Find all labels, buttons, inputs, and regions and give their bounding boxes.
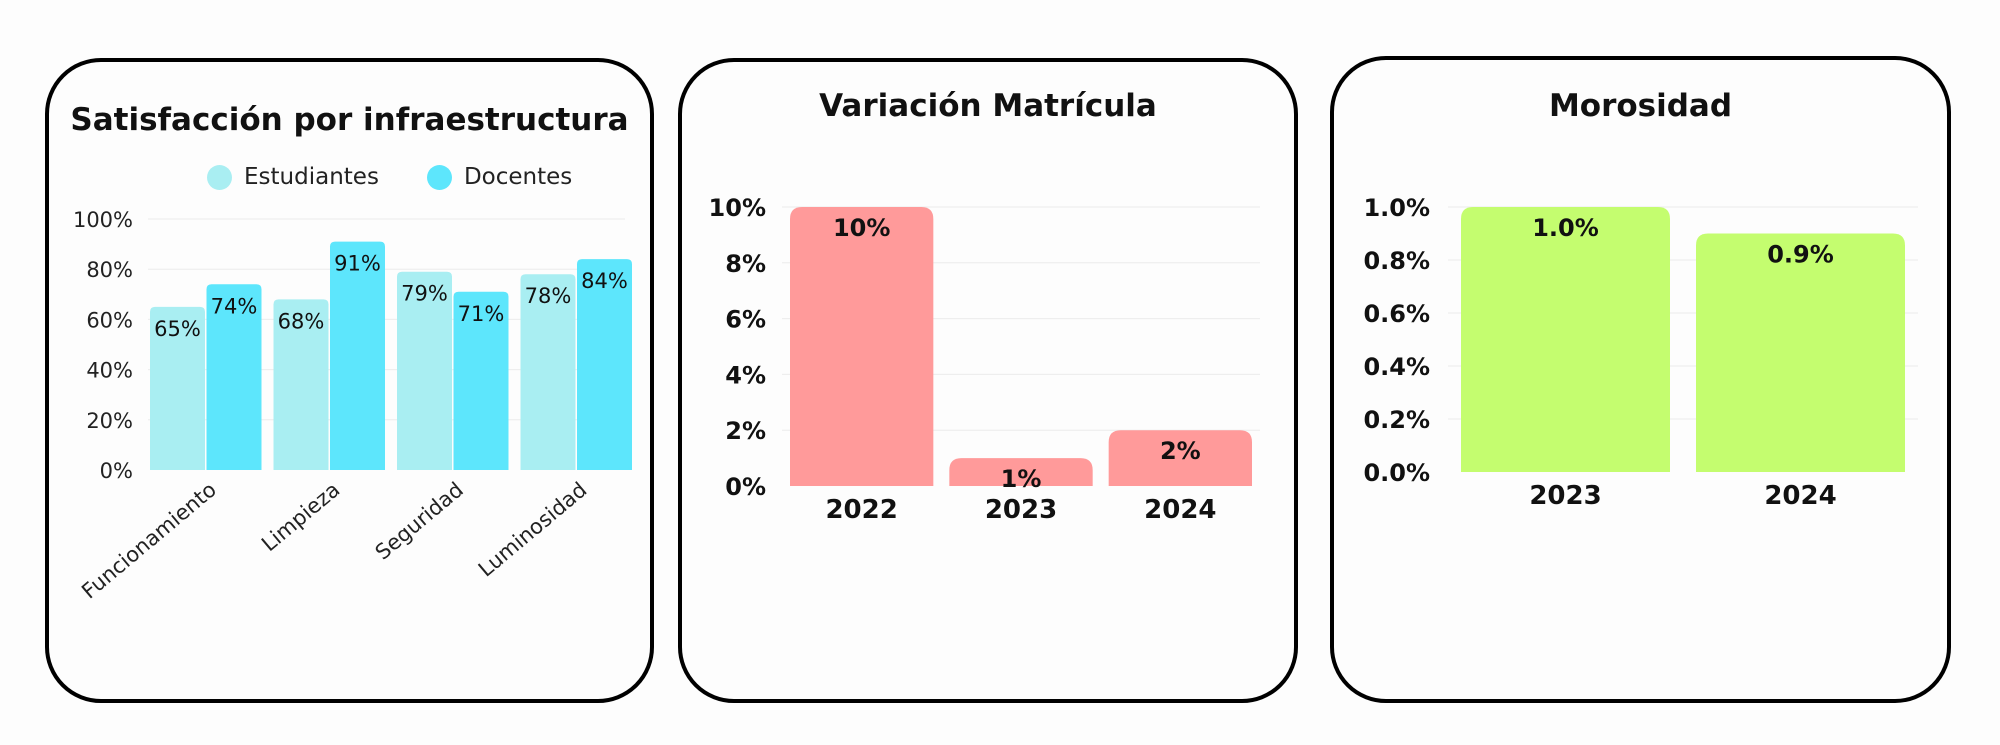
x-tick-label: 2024: [1144, 495, 1216, 525]
data-label: 79%: [401, 282, 448, 306]
y-tick-label: 1.0%: [1363, 194, 1430, 222]
x-tick-label: 2022: [825, 495, 897, 525]
data-label: 91%: [334, 252, 381, 276]
y-tick-label: 100%: [73, 208, 133, 232]
bar-estudiantes: [150, 306, 205, 470]
legend-item-estudiantes: Estudiantes: [207, 164, 379, 190]
legend-label: Estudiantes: [244, 164, 379, 190]
y-tick-label: 0.4%: [1363, 353, 1430, 381]
data-label: 74%: [211, 294, 258, 318]
legend-item-docentes: Docentes: [426, 164, 573, 190]
y-tick-label: 0.8%: [1363, 247, 1430, 275]
chart-title: Satisfacción por infraestructura: [70, 102, 629, 138]
chart-legend: Estudiantes Docentes: [207, 164, 620, 190]
bar: [949, 458, 1093, 486]
y-tick-label: 20%: [86, 409, 133, 433]
y-tick-label: 2%: [725, 417, 766, 445]
y-tick-label: 0.2%: [1363, 406, 1430, 434]
chart-title: Variación Matrícula: [819, 88, 1157, 124]
data-label: 0.9%: [1767, 241, 1834, 269]
bar: [1108, 430, 1252, 486]
data-label: 1%: [1001, 465, 1042, 493]
bar-estudiantes: [273, 299, 329, 470]
bar-docentes: [330, 241, 385, 470]
x-tick-label: Luminosidad: [474, 477, 592, 581]
y-tick-label: 80%: [86, 258, 133, 282]
legend-swatch-docentes: [426, 164, 452, 190]
chart-title: Morosidad: [1548, 88, 1733, 124]
y-tick-label: 4%: [725, 361, 766, 389]
data-label: 71%: [458, 302, 505, 326]
bar: [1696, 233, 1905, 472]
y-tick-label: 6%: [725, 306, 766, 334]
data-label: 1.0%: [1532, 214, 1599, 242]
x-tick-label: 2024: [1764, 481, 1836, 511]
x-tick-label: Limpieza: [257, 477, 344, 556]
y-tick-label: 0.0%: [1363, 459, 1430, 487]
y-tick-label: 10%: [709, 194, 766, 222]
bar-docentes: [577, 259, 632, 470]
bar-docentes: [206, 284, 262, 470]
data-label: 2%: [1160, 437, 1201, 465]
legend-swatch-estudiantes: [207, 164, 232, 190]
y-tick-label: 0.6%: [1363, 300, 1430, 328]
data-label: 84%: [581, 269, 628, 293]
bar-estudiantes: [397, 271, 452, 470]
x-tick-label: Funcionamiento: [77, 477, 221, 603]
x-tick-label: 2023: [1529, 481, 1601, 511]
data-label: 78%: [525, 284, 572, 308]
y-tick-label: 60%: [86, 308, 133, 332]
y-tick-label: 0%: [725, 473, 766, 501]
legend-label: Docentes: [463, 164, 573, 190]
data-label: 10%: [833, 214, 890, 242]
bar: [790, 207, 934, 486]
bar: [1461, 207, 1670, 472]
bar-estudiantes: [520, 274, 576, 470]
chart-card-variacion-matricula: Variación Matrícula: [678, 58, 1298, 703]
x-tick-label: 2023: [985, 495, 1057, 525]
y-tick-label: 40%: [86, 359, 133, 383]
bar-docentes: [453, 291, 509, 470]
x-tick-label: Seguridad: [371, 477, 468, 564]
y-tick-label: 8%: [725, 250, 766, 278]
data-label: 68%: [278, 309, 325, 333]
y-tick-label: 0%: [100, 459, 133, 483]
data-label: 65%: [154, 317, 201, 341]
